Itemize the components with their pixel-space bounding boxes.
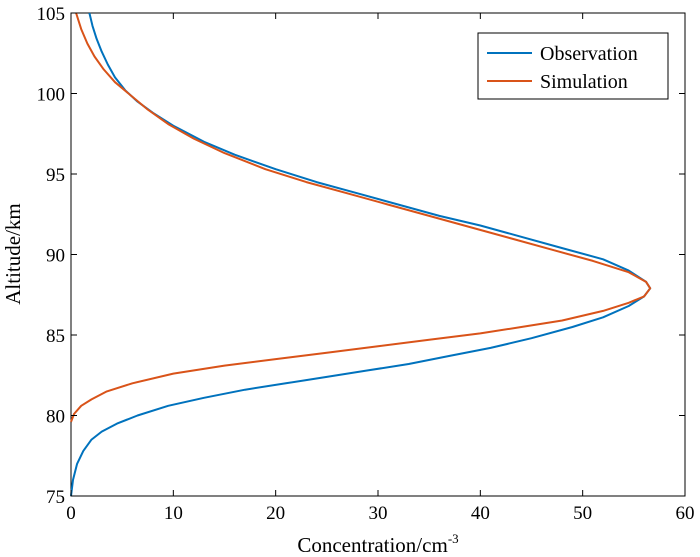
y-tick-label: 75 [46,487,65,508]
y-tick-label: 105 [37,4,66,25]
x-tick-label: 50 [573,503,592,524]
x-tick-label: 10 [164,503,183,524]
x-tick-label: 60 [676,503,695,524]
y-tick-label: 85 [46,326,65,347]
series-line-simulation [70,12,652,423]
y-axis-title: Altitude/km [1,203,25,305]
legend-box [477,32,669,100]
y-tick-label: 95 [46,165,65,186]
legend-label-observation: Observation [540,43,638,65]
x-tick-label: 0 [66,503,76,524]
series-layer [70,12,652,497]
x-tick-label: 30 [369,503,388,524]
x-tick-label: 40 [471,503,490,524]
x-axis-title-text: Concentration/cm [297,533,447,557]
x-axis-title: Concentration/cm-3 [297,531,458,557]
legend: Observation Simulation [477,32,669,100]
legend-label-simulation: Simulation [540,71,628,93]
y-tick-label: 90 [46,246,65,267]
tick-layer: 0 10 20 30 40 50 60 75 80 85 90 95 100 105 [37,4,695,524]
y-tick-label: 100 [37,85,66,106]
x-tick-label: 20 [266,503,285,524]
x-axis-title-superscript: -3 [448,531,459,546]
y-tick-label: 80 [46,407,65,428]
